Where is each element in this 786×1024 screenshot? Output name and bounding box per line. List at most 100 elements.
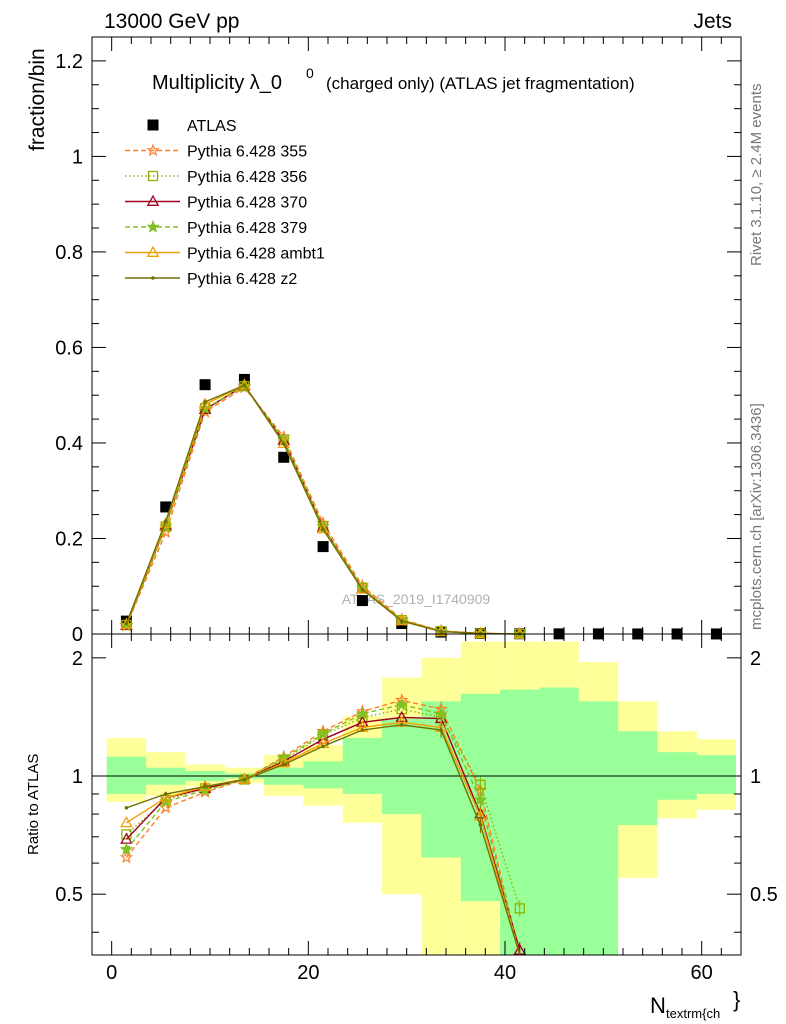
side-label-top: Rivet 3.1.10, ≥ 2.4M events [748,84,765,267]
ratio-point-p370 [395,710,409,722]
ratio-line-p355 [125,699,521,955]
legend-label-atlas: ATLAS [187,118,237,135]
x-axis-label: N textrm{ch } [650,987,740,1021]
point-ambt1 [159,516,173,529]
ratio-panel-axes: 0.5 0.51 12 20 20 40 60 [55,633,778,984]
ratio-point-z2 [242,777,247,782]
legend-marker-atlas [147,119,159,131]
xlabel-main: N [650,993,666,1018]
ratio-x-tick-label: 60 [691,962,713,984]
band-inner [618,731,658,826]
ratio-y-tick-label: 1 [72,766,83,788]
ratio-x-tick-label: 20 [297,962,319,984]
band-inner [342,737,383,794]
ratio-x-tick-label: 40 [494,962,516,984]
point-atlas [199,379,211,391]
band-inner [578,701,619,955]
xlabel-brace: } [733,987,740,1012]
point-ambt1 [198,397,212,409]
point-z2 [163,519,168,524]
legend-item-p355: Pythia 6.428 355 [125,143,307,161]
point-z2 [439,629,443,634]
top-y-tick-label: 1.2 [55,51,83,73]
point-z2 [321,527,325,532]
top-ylabel: fraction/bin [26,48,49,151]
ratio-point-p355 [119,850,134,864]
ratio-point-z2 [439,728,443,732]
band-inner [696,755,737,794]
point-ambt1 [513,627,527,639]
top-y-tick-label: 0.2 [55,528,83,550]
ratio-point-z2 [163,792,168,796]
ratio-y-tick-label-right: 0.5 [750,884,778,906]
ratio-point-p370 [356,715,369,727]
legend: ATLAS Pythia 6.428 355 Pythia 6.428 356 Pyt… [125,118,325,288]
title-sup: 0 [306,65,314,81]
point-atlas [396,617,408,629]
ratio-point-p379 [394,697,409,711]
top-panel-axes: 0 0.2 0.4 0.6 0.8 1 1.2 [55,36,742,646]
point-z2 [281,442,286,446]
header-right: Jets [693,10,732,33]
point-atlas [356,595,368,607]
band-inner [106,756,147,794]
ratio-x-tick-label: 0 [106,962,117,984]
band-inner [539,687,579,955]
ratio-point-p379 [473,792,488,806]
point-z2 [124,621,129,626]
bottom-ylabel: Ratio to ATLAS [25,754,42,855]
title-main: Multiplicity λ_0 [152,72,282,94]
ratio-point-z2 [321,744,325,749]
point-z2 [360,587,365,592]
ratio-line-ambt1 [126,721,521,955]
point-ambt1 [356,582,369,594]
point-ambt1 [120,617,133,629]
legend-marker-p355 [146,143,160,157]
ratio-point-ambt1 [159,791,173,803]
ratio-y-tick-label: 0.5 [55,884,83,906]
legend-marker-z2 [151,276,155,280]
ratio-point-p356 [475,779,486,790]
chart-title: Multiplicity λ_0 0 (charged only) (ATLAS… [152,65,635,94]
point-atlas [317,541,329,553]
legend-item-p379: Pythia 6.428 379 [125,219,307,237]
legend-marker-p356 [147,170,159,182]
ratio-point-p356 [514,903,525,914]
ratio-point-z2 [360,728,365,732]
point-z2 [242,383,247,387]
point-ambt1 [238,378,251,390]
legend-item-z2: Pythia 6.428 z2 [125,271,297,288]
ratio-point-ambt1 [120,816,133,828]
ratio-y-tick-label: 2 [72,648,83,670]
legend-label-p355: Pythia 6.428 355 [187,144,307,161]
band-inner [382,718,422,815]
top-y-tick-label: 0.6 [55,337,83,359]
band-inner [303,761,343,789]
point-atlas [160,501,172,513]
ratio-point-ambt1 [277,756,291,768]
legend-label-p356: Pythia 6.428 356 [187,169,307,186]
ratio-y-tick-label-right: 1 [750,766,761,788]
legend-item-ambt1: Pythia 6.428 ambt1 [125,246,325,263]
legend-marker-p379 [146,219,160,233]
legend-marker-p370 [146,194,160,206]
ratio-point-z2 [203,784,207,789]
point-ambt1 [316,522,330,534]
ratio-frame [91,633,742,956]
ratio-point-p379 [119,842,134,856]
ratio-point-p379 [434,706,448,720]
xlabel-sub: textrm{ch [666,1006,720,1021]
title-rest: (charged only) (ATLAS jet fragmentation) [326,74,635,93]
ratio-point-p379 [355,706,370,720]
ratio-series-z2 [124,721,521,955]
legend-marker-ambt1 [146,245,160,257]
top-y-tick-label: 0.4 [55,433,83,455]
legend-item-atlas: ATLAS [147,118,237,135]
side-label-bottom: mcplots.cern.ch [arXiv:1306.3436] [748,403,765,630]
point-z2 [203,400,207,404]
top-y-tick-label: 0.8 [55,242,83,264]
ratio-point-z2 [478,823,483,827]
ratio-panel-series [119,693,527,955]
point-z2 [399,619,404,623]
